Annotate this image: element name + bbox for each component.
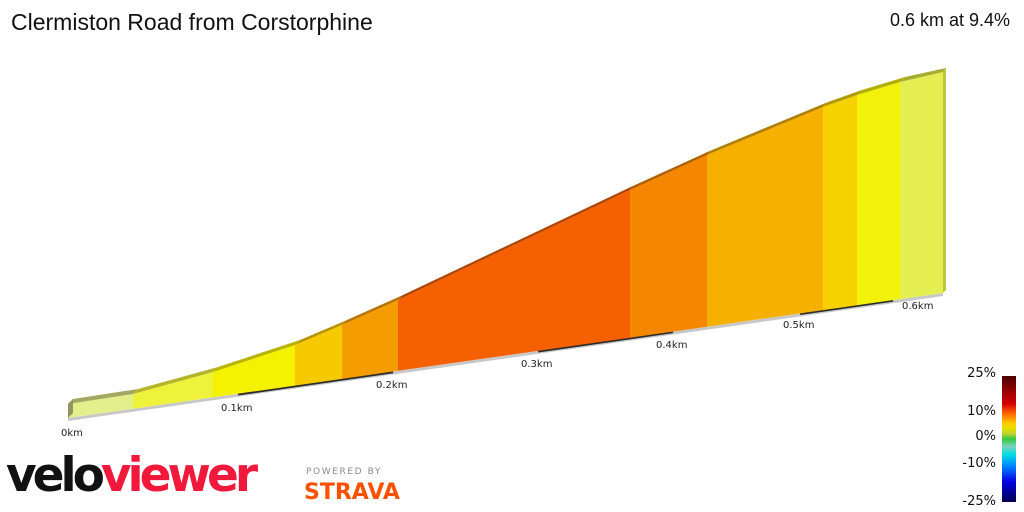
- tick-0.1km: 0.1km: [221, 403, 252, 414]
- distance-scale-bands: [237, 298, 894, 396]
- segment-4: [295, 325, 342, 386]
- legend-label-minus25: -25%: [962, 494, 996, 509]
- legend-label-10: 10%: [967, 404, 996, 419]
- segment-9: [823, 95, 857, 311]
- segment-6: [398, 190, 630, 371]
- segment-3: [213, 345, 295, 398]
- tick-0.6km: 0.6km: [902, 301, 933, 312]
- gradient-segments: [68, 72, 943, 418]
- segment-1: [68, 394, 133, 418]
- tick-0.5km: 0.5km: [783, 320, 814, 331]
- segment-8: [707, 107, 823, 327]
- segment-10: [857, 82, 900, 306]
- legend-label-minus10: -10%: [962, 456, 996, 471]
- gradient-legend: 25% 10% 0% -10% -25%: [958, 366, 1024, 512]
- segment-2: [133, 372, 213, 409]
- veloviewer-logo: veloviewer: [6, 452, 258, 499]
- tick-0.2km: 0.2km: [376, 380, 407, 391]
- segment-5: [342, 300, 398, 379]
- logo-velo: velo: [6, 448, 105, 503]
- segment-7: [630, 155, 707, 338]
- gradient-colorbar: [1002, 376, 1016, 502]
- page-title: Clermiston Road from Corstorphine: [11, 9, 373, 35]
- x-axis-labels: 0km 0.1km 0.2km 0.3km 0.4km 0.5km 0.6km: [61, 301, 933, 439]
- tick-0km: 0km: [61, 428, 83, 439]
- powered-by-label: POWERED BY: [306, 467, 383, 477]
- baseline-strip: [68, 293, 943, 421]
- legend-label-0: 0%: [975, 429, 996, 444]
- climb-summary: 0.6 km at 9.4%: [889, 10, 1010, 30]
- strava-logo: STRAVA: [304, 480, 400, 505]
- logo-viewer: viewer: [100, 448, 258, 503]
- segment-11: [900, 72, 943, 300]
- tick-0.4km: 0.4km: [656, 340, 687, 351]
- profile-top-edge: [68, 68, 946, 418]
- tick-0.3km: 0.3km: [521, 359, 552, 370]
- legend-label-25: 25%: [967, 366, 996, 381]
